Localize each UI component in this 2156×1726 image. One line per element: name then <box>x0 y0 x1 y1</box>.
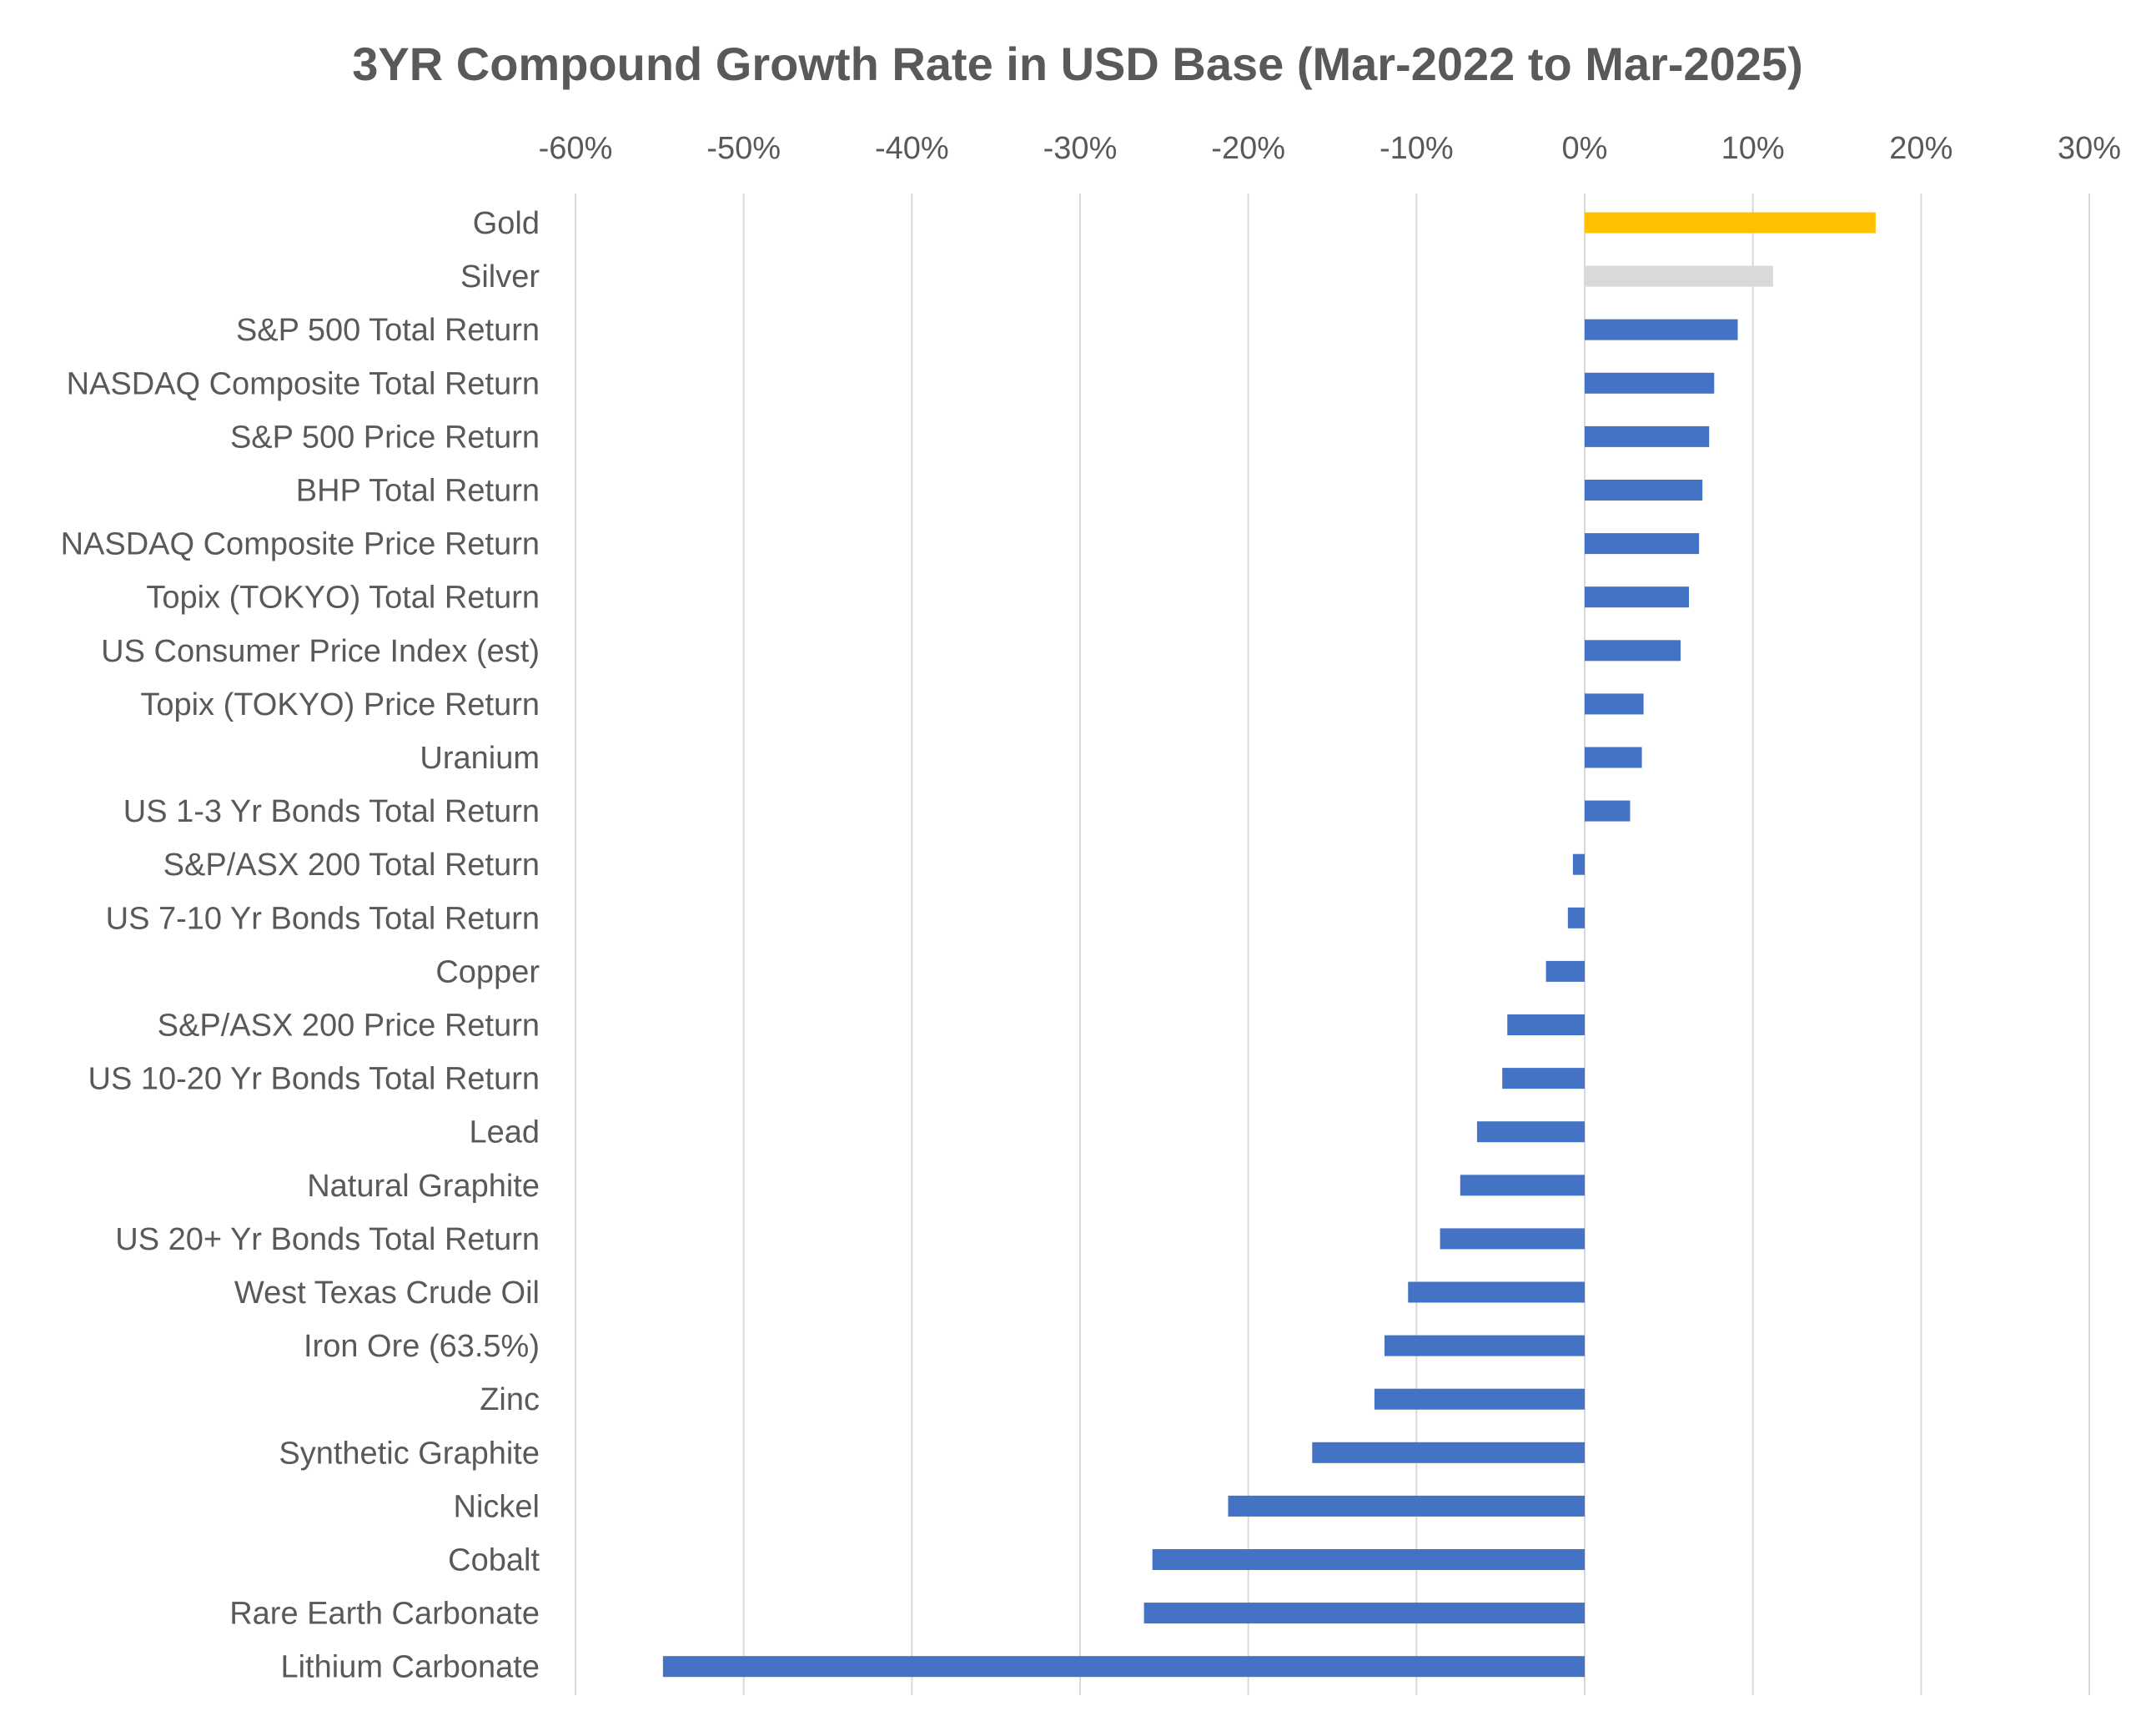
category-label: Natural Graphite <box>307 1169 540 1204</box>
bar <box>1502 1068 1585 1089</box>
bar <box>1572 853 1585 875</box>
bar <box>1585 425 1710 447</box>
category-label: US 20+ Yr Bonds Total Return <box>115 1222 540 1257</box>
x-tick-label: -20% <box>1211 131 1285 166</box>
bar <box>1585 212 1876 234</box>
bar <box>1143 1603 1585 1624</box>
bar <box>1476 1121 1585 1143</box>
category-label: Topix (TOKYO) Price Return <box>140 687 540 722</box>
bar <box>1585 586 1690 608</box>
bar <box>1385 1335 1585 1356</box>
category-label: US 10-20 Yr Bonds Total Return <box>88 1062 540 1097</box>
category-label: US 1-3 Yr Bonds Total Return <box>123 794 540 829</box>
bar <box>1585 319 1738 340</box>
bar <box>1585 533 1700 555</box>
x-tick-label: -30% <box>1043 131 1118 166</box>
bar <box>1585 640 1681 662</box>
category-label: BHP Total Return <box>296 474 540 509</box>
bars <box>662 212 1876 1678</box>
category-labels: Gold Silver S&P 500 Total Return NASDAQ Com… <box>61 206 540 1685</box>
category-label: Zinc <box>480 1382 540 1417</box>
x-axis-ticks: -60% -50% -40% -30% -20% -10% 0% 10% 20% 30% <box>539 131 2121 166</box>
category-label: NASDAQ Composite Price Return <box>61 527 540 562</box>
bar <box>1585 693 1644 715</box>
x-tick-label: -50% <box>706 131 781 166</box>
category-label: Synthetic Graphite <box>279 1436 540 1471</box>
x-tick-label: 0% <box>1562 131 1608 166</box>
chart-title: 3YR Compound Growth Rate in USD Base (Ma… <box>352 38 1802 90</box>
bar <box>1567 907 1585 928</box>
category-label: Iron Ore (63.5%) <box>304 1329 540 1364</box>
x-tick-label: 10% <box>1721 131 1785 166</box>
x-tick-label: -60% <box>539 131 613 166</box>
bar <box>1228 1495 1585 1517</box>
category-label: Rare Earth Carbonate <box>229 1597 540 1632</box>
x-tick-label: 30% <box>2058 131 2121 166</box>
bar <box>1374 1388 1585 1410</box>
category-label: Silver <box>460 259 540 294</box>
category-label: Uranium <box>420 741 540 776</box>
bar <box>1585 800 1631 822</box>
bar <box>1585 480 1703 501</box>
category-label: NASDAQ Composite Total Return <box>67 366 540 401</box>
category-label: US Consumer Price Index (est) <box>101 634 540 669</box>
bar <box>1585 265 1773 287</box>
category-label: West Texas Crude Oil <box>234 1276 540 1311</box>
category-label: Copper <box>435 954 540 989</box>
bar <box>1312 1442 1585 1463</box>
bar <box>1545 960 1585 982</box>
category-label: Lead <box>469 1115 540 1150</box>
category-label: Lithium Carbonate <box>280 1650 540 1685</box>
category-label: Nickel <box>454 1489 540 1524</box>
bar <box>662 1656 1585 1678</box>
bar <box>1507 1014 1585 1035</box>
bar <box>1440 1228 1585 1250</box>
bar <box>1152 1549 1585 1570</box>
bar <box>1408 1281 1585 1303</box>
x-tick-label: -10% <box>1380 131 1454 166</box>
category-label: S&P 500 Total Return <box>236 313 540 348</box>
category-label: Gold <box>473 206 540 241</box>
x-tick-label: -40% <box>875 131 949 166</box>
category-label: S&P/ASX 200 Total Return <box>163 848 540 883</box>
x-tick-label: 20% <box>1889 131 1952 166</box>
bar <box>1460 1175 1585 1196</box>
category-label: US 7-10 Yr Bonds Total Return <box>106 901 540 936</box>
category-label: Topix (TOKYO) Total Return <box>146 581 540 616</box>
bar <box>1585 372 1715 394</box>
bar <box>1585 747 1642 768</box>
category-label: Cobalt <box>448 1543 540 1578</box>
category-label: S&P 500 Price Return <box>230 420 540 455</box>
category-label: S&P/ASX 200 Price Return <box>158 1009 540 1044</box>
